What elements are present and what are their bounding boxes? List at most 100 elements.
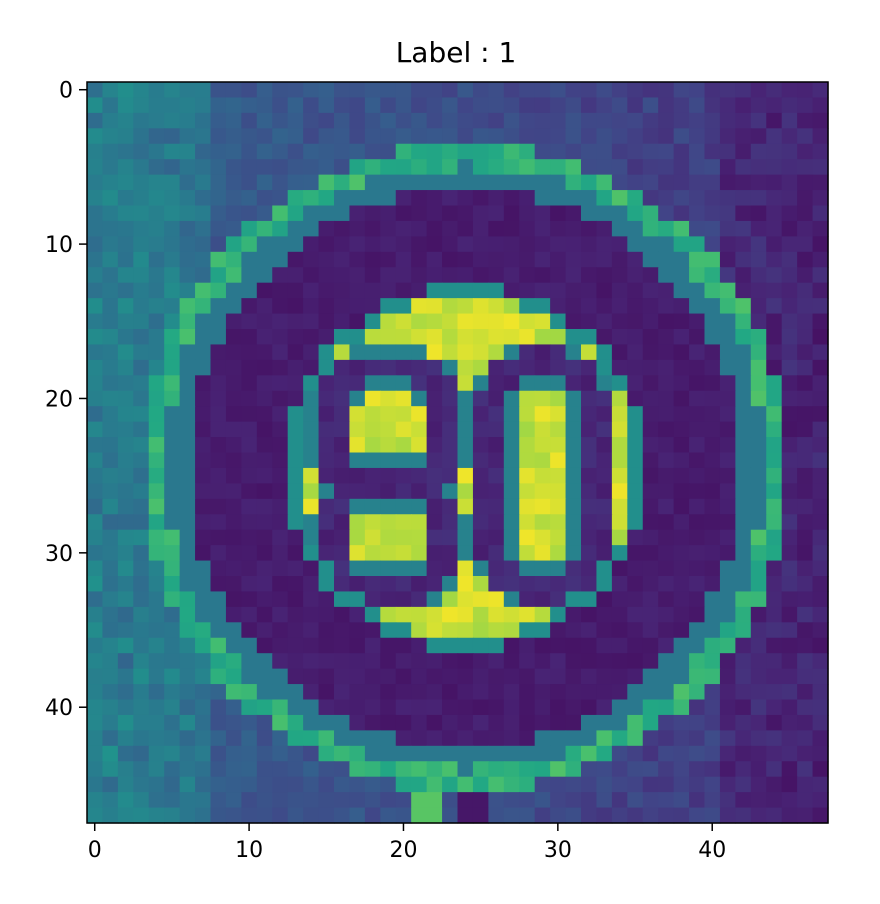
pixel-cell: [179, 730, 196, 747]
pixel-cell: [534, 128, 551, 145]
pixel-cell: [102, 637, 119, 654]
pixel-cell: [318, 545, 335, 562]
pixel-cell: [256, 606, 273, 623]
pixel-cell: [797, 298, 814, 315]
pixel-cell: [164, 560, 181, 577]
pixel-cell: [411, 190, 428, 207]
pixel-cell: [334, 792, 351, 809]
pixel-cell: [334, 606, 351, 623]
pixel-cell: [179, 267, 196, 284]
pixel-cell: [287, 545, 304, 562]
pixel-cell: [673, 498, 690, 515]
pixel-cell: [488, 776, 505, 793]
pixel-cell: [673, 529, 690, 546]
pixel-cell: [210, 560, 227, 577]
pixel-cell: [272, 745, 289, 762]
pixel-cell: [735, 97, 752, 114]
pixel-cell: [87, 390, 104, 407]
pixel-cell: [797, 560, 814, 577]
pixel-cell: [256, 375, 273, 392]
pixel-cell: [164, 112, 181, 129]
pixel-cell: [457, 205, 474, 222]
pixel-cell: [303, 421, 320, 438]
pixel-cell: [766, 730, 783, 747]
pixel-cell: [550, 190, 567, 207]
pixel-cell: [272, 668, 289, 685]
pixel-cell: [658, 190, 675, 207]
pixel-cell: [334, 529, 351, 546]
pixel-cell: [411, 97, 428, 114]
pixel-cell: [349, 452, 366, 469]
pixel-cell: [210, 159, 227, 176]
pixel-cell: [395, 807, 412, 824]
pixel-cell: [210, 390, 227, 407]
pixel-cell: [472, 776, 489, 793]
pixel-cell: [673, 406, 690, 423]
pixel-cell: [550, 82, 567, 99]
pixel-cell: [472, 282, 489, 299]
pixel-cell: [334, 220, 351, 237]
pixel-cell: [87, 128, 104, 145]
pixel-cell: [766, 684, 783, 701]
pixel-cell: [241, 375, 258, 392]
pixel-cell: [519, 143, 536, 160]
pixel-cell: [550, 282, 567, 299]
pixel-cell: [272, 406, 289, 423]
pixel-cell: [133, 730, 150, 747]
pixel-cell: [565, 591, 582, 608]
pixel-cell: [148, 560, 165, 577]
pixel-cell: [565, 313, 582, 330]
pixel-cell: [704, 576, 721, 593]
pixel-cell: [364, 205, 381, 222]
pixel-cell: [534, 684, 551, 701]
pixel-cell: [472, 344, 489, 361]
pixel-cell: [766, 190, 783, 207]
pixel-cell: [750, 143, 767, 160]
pixel-cell: [658, 329, 675, 346]
pixel-cell: [565, 82, 582, 99]
pixel-cell: [133, 745, 150, 762]
pixel-cell: [133, 390, 150, 407]
pixel-cell: [457, 313, 474, 330]
pixel-cell: [195, 792, 212, 809]
pixel-cell: [596, 128, 613, 145]
pixel-cell: [256, 344, 273, 361]
pixel-cell: [581, 220, 598, 237]
pixel-cell: [457, 298, 474, 315]
pixel-cell: [287, 174, 304, 191]
pixel-cell: [102, 761, 119, 778]
pixel-cell: [380, 622, 397, 639]
pixel-cell: [210, 745, 227, 762]
pixel-cell: [334, 622, 351, 639]
pixel-cell: [781, 699, 798, 716]
pixel-cell: [581, 745, 598, 762]
pixel-cell: [303, 143, 320, 160]
pixel-cell: [689, 498, 706, 515]
pixel-cell: [611, 82, 628, 99]
pixel-cell: [565, 560, 582, 577]
pixel-cell: [164, 375, 181, 392]
pixel-cell: [442, 699, 459, 716]
pixel-cell: [689, 714, 706, 731]
pixel-cell: [812, 406, 829, 423]
pixel-cell: [642, 190, 659, 207]
pixel-cell: [658, 97, 675, 114]
pixel-cell: [164, 344, 181, 361]
pixel-cell: [627, 282, 644, 299]
pixel-cell: [256, 128, 273, 145]
pixel-cell: [87, 406, 104, 423]
pixel-cell: [195, 112, 212, 129]
pixel-cell: [766, 714, 783, 731]
pixel-cell: [611, 143, 628, 160]
pixel-cell: [812, 637, 829, 654]
pixel-cell: [272, 498, 289, 515]
pixel-cell: [457, 174, 474, 191]
pixel-cell: [781, 514, 798, 531]
pixel-cell: [642, 267, 659, 284]
pixel-cell: [581, 282, 598, 299]
pixel-cell: [334, 437, 351, 454]
pixel-cell: [766, 529, 783, 546]
pixel-cell: [256, 776, 273, 793]
pixel-cell: [735, 545, 752, 562]
pixel-cell: [534, 699, 551, 716]
